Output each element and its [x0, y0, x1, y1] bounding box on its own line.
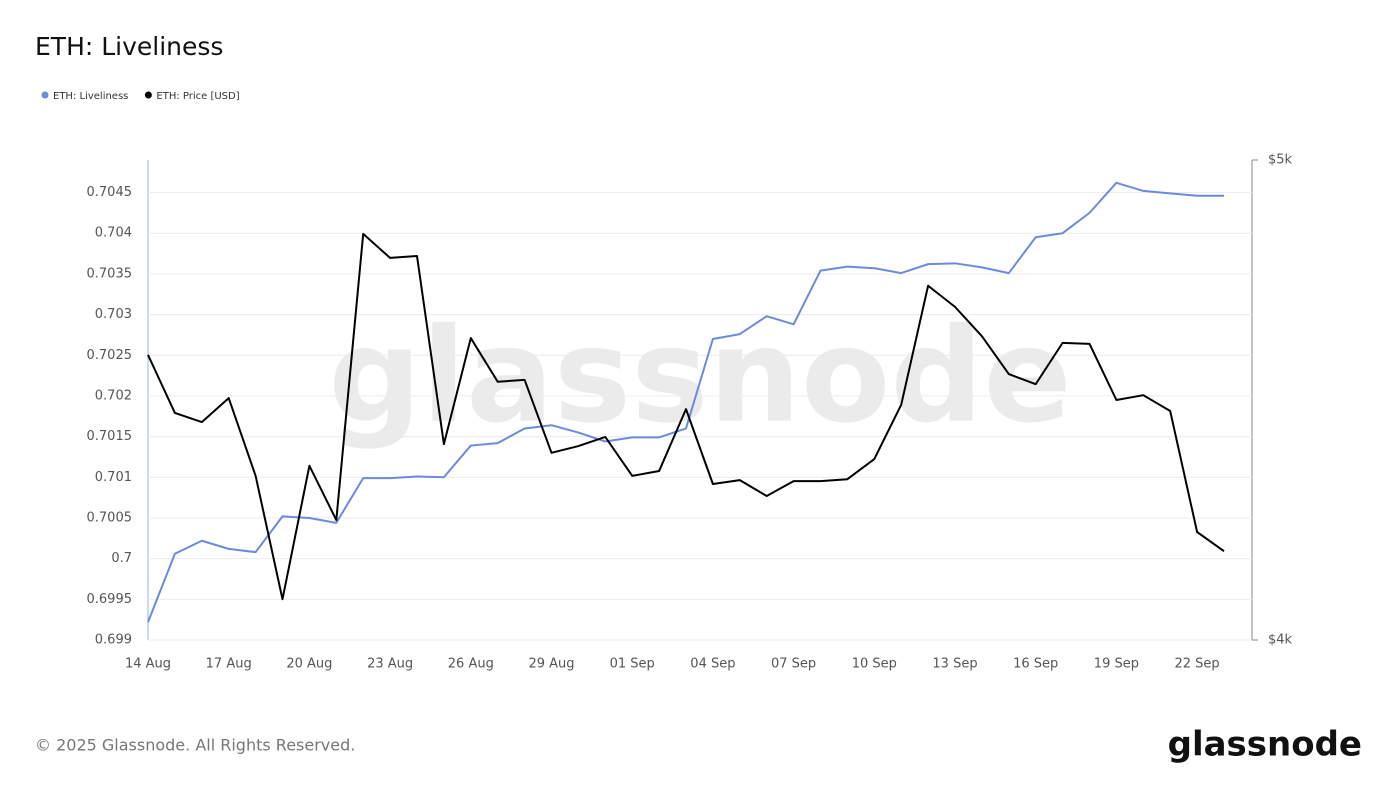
y-tick-label: 0.6995 [87, 592, 133, 607]
x-tick-label: 01 Sep [610, 657, 655, 672]
legend-marker [41, 91, 49, 99]
y2-tick-label: $5k [1268, 153, 1293, 168]
x-tick-label: 19 Sep [1094, 657, 1139, 672]
y-tick-label: 0.7035 [87, 266, 133, 281]
legend-label: ETH: Price [USD] [156, 91, 239, 102]
y-tick-label: 0.704 [95, 226, 132, 241]
footer: © 2025 Glassnode. All Rights Reserved. [35, 736, 355, 755]
y-tick-label: 0.7 [111, 551, 132, 566]
x-tick-label: 16 Sep [1013, 657, 1058, 672]
y-tick-label: 0.701 [95, 470, 132, 485]
x-tick-label: 17 Aug [206, 657, 252, 672]
y-tick-label: 0.7015 [87, 429, 133, 444]
series-line [147, 232, 1225, 601]
y-tick-label: 0.703 [95, 307, 132, 322]
chart-title: ETH: Liveliness [35, 32, 223, 61]
y-tick-label: 0.7045 [87, 185, 133, 200]
series-line [147, 181, 1224, 623]
y-tick-label: 0.7025 [87, 348, 133, 363]
x-tick-label: 23 Aug [367, 657, 413, 672]
x-tick-label: 13 Sep [932, 657, 977, 672]
x-tick-label: 07 Sep [771, 657, 816, 672]
legend-marker [144, 91, 152, 99]
watermark: glassnode [328, 300, 1071, 452]
y2-tick-label: $4k [1268, 633, 1293, 648]
x-tick-label: 14 Aug [125, 657, 171, 672]
logo: glassnode [1168, 725, 1362, 765]
y-tick-label: 0.702 [95, 388, 132, 403]
legend-label: ETH: Liveliness [53, 91, 128, 102]
x-tick-label: 10 Sep [852, 657, 897, 672]
x-tick-label: 29 Aug [528, 657, 574, 672]
x-tick-label: 22 Sep [1175, 657, 1220, 672]
x-tick-label: 26 Aug [448, 657, 494, 672]
y-tick-label: 0.699 [95, 633, 132, 648]
y-tick-label: 0.7005 [87, 510, 133, 525]
x-tick-label: 20 Aug [286, 657, 332, 672]
x-tick-label: 04 Sep [690, 657, 735, 672]
